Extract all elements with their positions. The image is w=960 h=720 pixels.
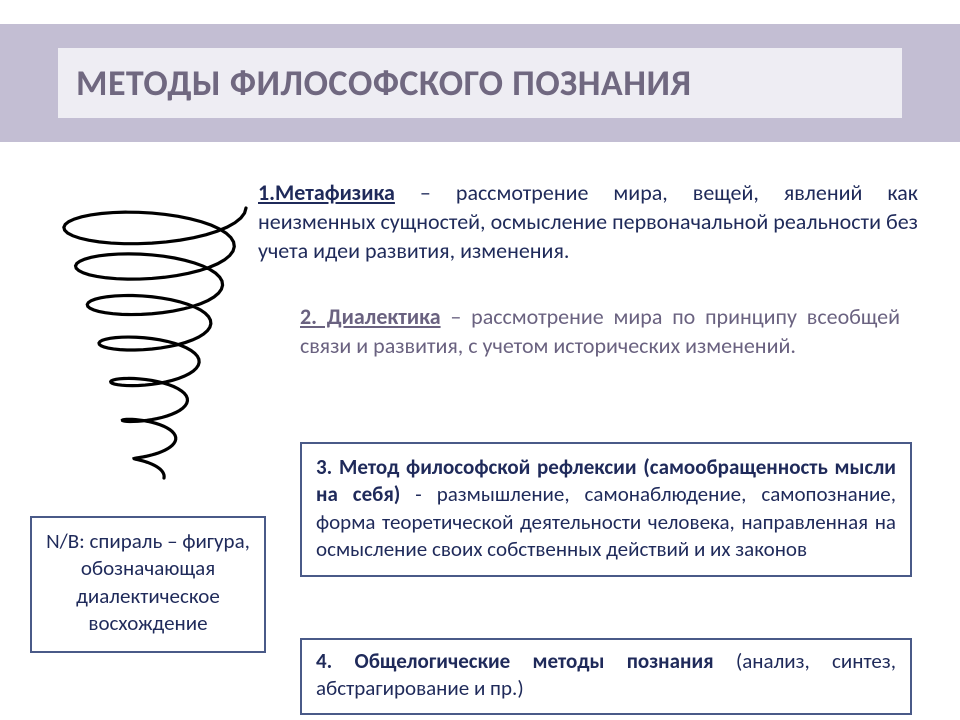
method-4-logical-box: 4. Общелогические методы познания (анали… — [300, 638, 912, 715]
spiral-icon — [40, 190, 260, 490]
spiral-caption-box: N/B: спираль – фигура, обозначающая диал… — [30, 516, 266, 653]
method-3-definition: - размышление, самонаблюдение, самопозна… — [316, 481, 896, 562]
page-title: МЕТОДЫ ФИЛОСОФСКОГО ПОЗНАНИЯ — [76, 61, 692, 105]
method-2-dialectics: 2. Диалектика – рассмотрение мира по при… — [300, 302, 900, 360]
method-1-metaphysics: 1.Метафизика – рассмотрение мира, вещей,… — [258, 178, 918, 265]
method-1-term: 1.Метафизика — [258, 179, 395, 206]
method-2-term: 2. Диалектика — [300, 303, 441, 330]
method-3-reflection-box: 3. Метод философской рефлексии (самообра… — [300, 442, 912, 577]
method-4-term: 4. Общелогические методы познания — [316, 648, 714, 674]
title-inner: МЕТОДЫ ФИЛОСОФСКОГО ПОЗНАНИЯ — [58, 48, 902, 118]
spiral-caption: N/B: спираль – фигура, обозначающая диал… — [46, 528, 250, 636]
